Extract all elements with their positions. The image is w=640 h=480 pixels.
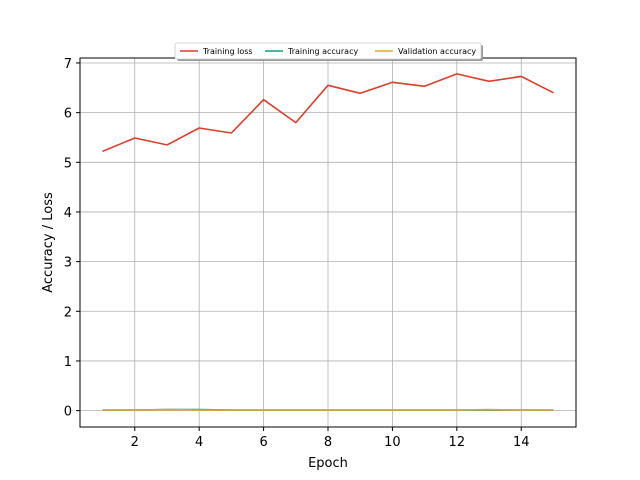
y-tick-label: 1 [64, 355, 72, 370]
y-axis-label: Accuracy / Loss [41, 192, 56, 293]
series-lines [102, 73, 554, 411]
series-line-0 [102, 73, 554, 153]
grid [80, 58, 576, 427]
x-tick-label: 8 [324, 435, 332, 450]
y-tick-label: 5 [64, 156, 72, 171]
x-tick-label: 12 [449, 435, 466, 450]
series-line-2 [102, 408, 554, 411]
x-axis-label: Epoch [308, 456, 348, 471]
x-tick-label: 6 [259, 435, 267, 450]
legend-label-1: Training accuracy [287, 47, 358, 56]
y-tick-label: 0 [64, 405, 72, 420]
x-tick-label: 10 [384, 435, 401, 450]
y-tick-label: 3 [64, 256, 72, 271]
y-tick-label: 6 [64, 107, 72, 122]
legend-label-2: Validation accuracy [398, 47, 476, 56]
legend-box [174, 42, 482, 60]
x-tick-label: 4 [195, 435, 203, 450]
x-tick-label: 14 [513, 435, 530, 450]
y-tick-label: 2 [64, 305, 72, 320]
legend-label-0: Training loss [202, 47, 253, 56]
y-tick-label: 4 [64, 206, 72, 221]
legend: Training loss Training accuracy Validation… [174, 42, 483, 61]
x-tick-label: 2 [131, 435, 139, 450]
y-tick-label: 7 [64, 57, 72, 72]
